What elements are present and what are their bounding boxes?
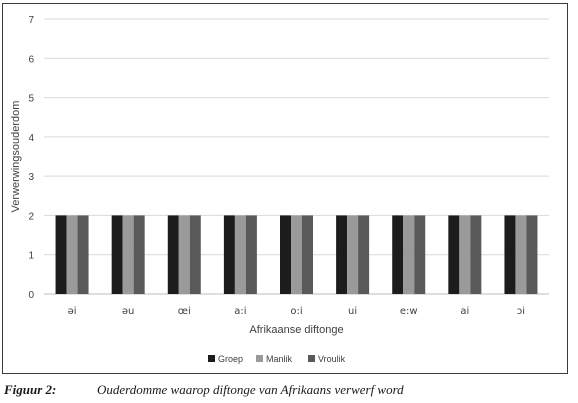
y-tick-label: 5	[28, 94, 34, 105]
bar-manlik	[347, 215, 359, 294]
y-axis-title: Verwerwingsouderdom	[10, 101, 22, 213]
x-tick-label: ai	[460, 306, 469, 317]
bar-groep	[336, 215, 348, 294]
bar-groep	[448, 215, 460, 294]
y-tick-label: 6	[28, 54, 34, 65]
x-tick-label: əu	[122, 306, 135, 317]
y-tick-label: 0	[28, 290, 34, 301]
figure-caption: Figuur 2: Ouderdomme waarop diftonge van…	[4, 382, 574, 400]
figure-caption-text: Ouderdomme waarop diftonge van Afrikaans…	[97, 382, 404, 397]
legend-label-manlik: Manlik	[266, 354, 293, 364]
bar-manlik	[234, 215, 246, 294]
y-tick-label: 7	[28, 15, 34, 26]
x-axis-title: Afrikaanse diftonge	[249, 324, 343, 336]
bar-vroulik	[470, 215, 482, 294]
y-tick-label: 1	[28, 251, 34, 262]
legend-swatch-vroulik	[308, 355, 315, 362]
bar-groep	[167, 215, 179, 294]
bar-manlik	[178, 215, 190, 294]
bar-vroulik	[358, 215, 370, 294]
legend-label-vroulik: Vroulik	[318, 354, 346, 364]
bar-groep	[504, 215, 516, 294]
bar-manlik	[459, 215, 471, 294]
y-tick-label: 2	[28, 211, 34, 222]
y-tick-label: 4	[28, 133, 34, 144]
bar-groep	[223, 215, 235, 294]
x-tick-label: əi	[68, 306, 77, 317]
x-tick-label: a:i	[234, 306, 246, 317]
bar-groep	[55, 215, 67, 294]
bar-groep	[392, 215, 404, 294]
x-tick-label: ui	[348, 306, 357, 317]
bar-groep	[280, 215, 291, 294]
x-tick-label: œi	[178, 306, 191, 317]
bar-vroulik	[414, 215, 426, 294]
legend-swatch-manlik	[256, 355, 263, 362]
bar-manlik	[515, 215, 527, 294]
x-tick-label: ɔi	[517, 306, 525, 317]
bar-manlik	[403, 215, 415, 294]
bar-manlik	[291, 215, 302, 294]
bar-vroulik	[526, 215, 538, 294]
bar-vroulik	[302, 215, 313, 294]
x-tick-label: e:w	[400, 306, 418, 317]
x-tick-label: o:i	[290, 306, 302, 317]
bar-vroulik	[133, 215, 145, 294]
legend-swatch-groep	[208, 355, 215, 362]
y-tick-label: 3	[28, 172, 34, 183]
chart-frame: 0 1 2 3 4 5 6 7 Verwerwingsouderdom əi əu œi a:i o:i u…	[2, 3, 568, 374]
bar-manlik	[122, 215, 134, 294]
bar-vroulik	[245, 215, 257, 294]
bar-groep	[111, 215, 123, 294]
bar-manlik	[66, 215, 78, 294]
figure-number: Figuur 2:	[4, 382, 57, 397]
bar-vroulik	[77, 215, 89, 294]
legend-label-groep: Groep	[218, 354, 243, 364]
bar-vroulik	[189, 215, 201, 294]
bar-chart: 0 1 2 3 4 5 6 7 Verwerwingsouderdom əi əu œi a:i o:i u…	[10, 15, 549, 364]
